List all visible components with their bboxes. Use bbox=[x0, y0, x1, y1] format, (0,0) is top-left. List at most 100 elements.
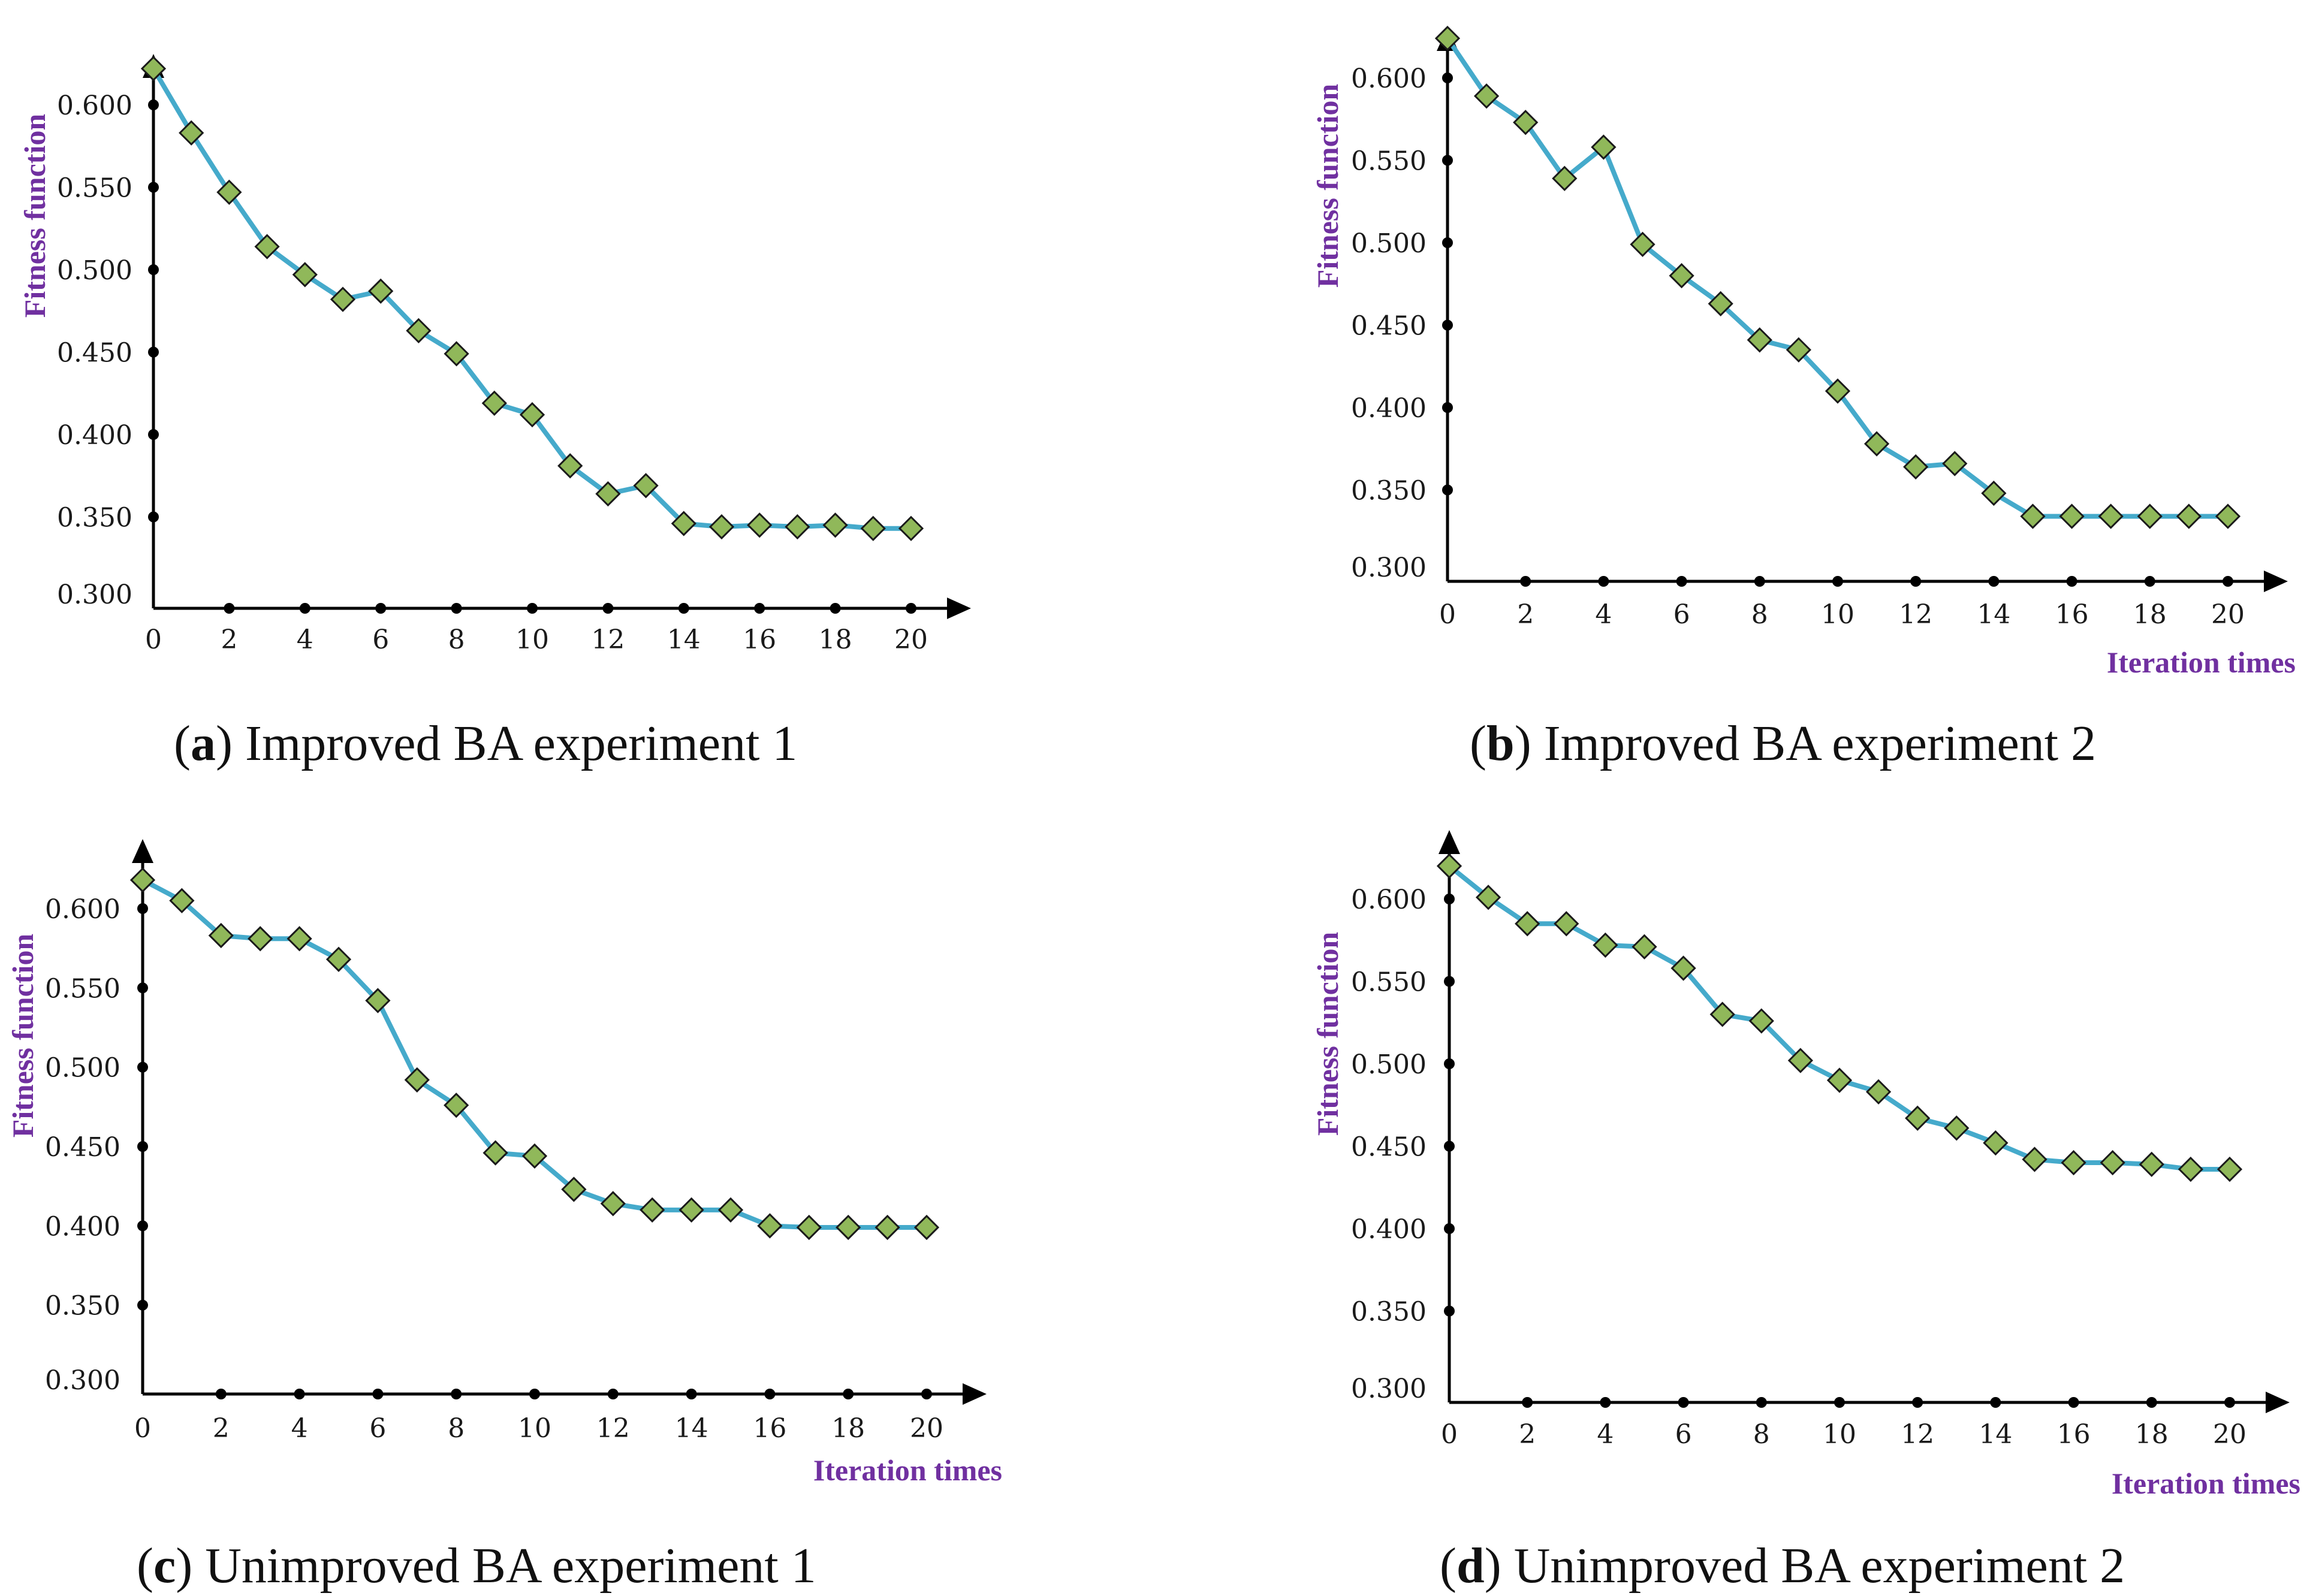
y-tick-dot bbox=[1442, 319, 1453, 331]
panel-c: 0.300 0.350 0.400 0.450 0.500 0.550 0.600 0 2 4 6 8… bbox=[6, 839, 1002, 1487]
x-tick-label: 2 bbox=[221, 624, 237, 655]
x-tick-dot bbox=[754, 603, 765, 614]
data-point bbox=[254, 234, 280, 260]
x-tick-dot bbox=[2146, 1397, 2157, 1408]
y-tick-dot bbox=[148, 511, 159, 523]
x-tick-label: 10 bbox=[1823, 1419, 1856, 1450]
y-tick-dot bbox=[1444, 1223, 1455, 1234]
y-tick-label: 0.350 bbox=[57, 503, 132, 533]
y-tick-dot bbox=[137, 1141, 148, 1152]
x-tick-label: 12 bbox=[1901, 1419, 1934, 1450]
data-point bbox=[481, 390, 507, 416]
y-tick-label: 0.300 bbox=[1351, 553, 1427, 583]
x-tick-dot bbox=[2066, 576, 2077, 587]
x-tick-dot bbox=[224, 603, 235, 614]
data-point bbox=[561, 1176, 587, 1202]
y-tick-dot bbox=[137, 1061, 148, 1073]
x-tick-label: 2 bbox=[1517, 599, 1534, 630]
data-point bbox=[1826, 1067, 1853, 1093]
data-point bbox=[404, 1067, 430, 1093]
y-tick-dot bbox=[137, 1299, 148, 1311]
x-tick-dot bbox=[1600, 1397, 1611, 1408]
y-tick-label: 0.350 bbox=[1351, 1297, 1427, 1328]
data-point bbox=[406, 318, 432, 343]
y-axis-arrow bbox=[1439, 830, 1460, 854]
data-point bbox=[248, 926, 273, 952]
data-point bbox=[557, 453, 583, 479]
x-tick-dot bbox=[2222, 576, 2233, 587]
data-point bbox=[179, 120, 204, 146]
data-point bbox=[2137, 503, 2163, 529]
y-tick-label: 0.300 bbox=[57, 580, 132, 610]
y-axis-title: Fitness function bbox=[1311, 932, 1344, 1136]
data-point bbox=[1630, 231, 1655, 257]
x-tick-label: 20 bbox=[910, 1413, 943, 1444]
y-tick-label: 0.550 bbox=[1351, 146, 1427, 177]
caption-d: (d) Unimproved BA experiment 2 bbox=[1440, 1538, 2125, 1594]
data-point bbox=[325, 946, 352, 972]
data-point bbox=[2061, 1150, 2086, 1176]
x-tick-label: 14 bbox=[667, 624, 701, 655]
x-tick-label: 16 bbox=[743, 624, 776, 655]
x-tick-dot bbox=[1678, 1397, 1689, 1408]
data-point bbox=[1825, 378, 1851, 404]
data-point bbox=[1748, 1008, 1774, 1034]
y-tick-label: 0.550 bbox=[1351, 967, 1427, 998]
data-point bbox=[368, 278, 394, 304]
x-tick-label: 14 bbox=[1979, 1419, 2012, 1450]
y-tick-dot bbox=[1442, 155, 1453, 166]
data-point bbox=[1515, 911, 1540, 937]
x-tick-label: 14 bbox=[675, 1413, 708, 1444]
x-tick-dot bbox=[1598, 576, 1609, 587]
y-tick-label: 0.400 bbox=[57, 420, 132, 451]
y-axis-title: Fitness function bbox=[6, 934, 40, 1138]
y-tick-dot bbox=[148, 182, 159, 193]
data-point bbox=[444, 341, 469, 367]
x-tick-dot bbox=[527, 603, 538, 614]
x-tick-label: 14 bbox=[1977, 599, 2010, 630]
x-tick-dot bbox=[215, 1389, 227, 1399]
x-tick-label: 6 bbox=[369, 1413, 386, 1444]
x-tick-dot bbox=[1834, 1397, 1845, 1408]
data-point bbox=[2178, 1156, 2204, 1182]
data-point bbox=[671, 511, 696, 536]
y-axis-arrow bbox=[132, 839, 153, 863]
data-point bbox=[1670, 955, 1696, 981]
y-tick-label: 0.400 bbox=[45, 1211, 120, 1242]
panel-d: 0.300 0.350 0.400 0.450 0.500 0.550 0.600 0 2 4 6 8… bbox=[1311, 830, 2300, 1500]
x-axis-title: Iteration times bbox=[2112, 1467, 2300, 1500]
data-point bbox=[1905, 1105, 1931, 1131]
data-point bbox=[600, 1191, 626, 1217]
y-tick-dot bbox=[148, 99, 159, 110]
data-point bbox=[785, 514, 810, 540]
x-tick-label: 4 bbox=[1597, 1419, 1614, 1450]
x-tick-label: 10 bbox=[515, 624, 549, 655]
data-point bbox=[129, 867, 156, 893]
x-tick-dot bbox=[1676, 576, 1687, 587]
panel-a: 0.300 0.350 0.400 0.450 0.500 0.550 0.600 0 2 4 6 8… bbox=[18, 54, 971, 655]
x-tick-dot bbox=[294, 1389, 305, 1399]
data-point bbox=[874, 1214, 900, 1241]
x-tick-label: 12 bbox=[591, 624, 625, 655]
y-tick-label: 0.500 bbox=[57, 255, 132, 286]
data-point bbox=[483, 1140, 508, 1166]
caption-b: (b) Improved BA experiment 2 bbox=[1470, 716, 2096, 771]
data-point bbox=[140, 56, 167, 82]
x-tick-dot bbox=[1520, 576, 1531, 587]
data-point bbox=[1475, 885, 1501, 910]
x-tick-label: 18 bbox=[2135, 1419, 2169, 1450]
y-tick-label: 0.450 bbox=[1351, 1132, 1427, 1163]
y-tick-dot bbox=[1444, 1141, 1455, 1152]
x-tick-label: 18 bbox=[2133, 599, 2167, 630]
x-tick-label: 8 bbox=[448, 1413, 465, 1444]
data-point bbox=[913, 1214, 940, 1241]
y-tick-dot bbox=[1444, 1058, 1455, 1069]
y-tick-dot bbox=[1444, 1305, 1455, 1317]
x-tick-label: 10 bbox=[518, 1413, 551, 1444]
x-tick-label: 8 bbox=[1751, 599, 1768, 630]
data-point bbox=[1436, 853, 1462, 879]
x-tick-label: 4 bbox=[1595, 599, 1612, 630]
y-tick-dot bbox=[137, 903, 148, 914]
x-tick-dot bbox=[1756, 1397, 1767, 1408]
data-point bbox=[521, 1143, 548, 1169]
